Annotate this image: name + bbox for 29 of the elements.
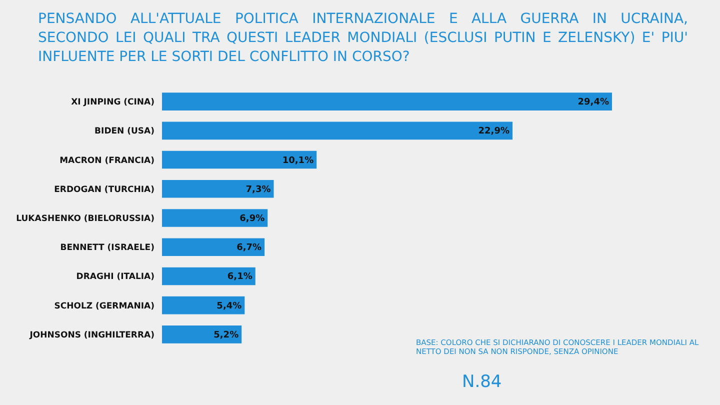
data-label: 5,2% <box>214 330 239 340</box>
bar <box>162 267 256 286</box>
y-tick-label: XI JINPING (CINA) <box>71 98 155 108</box>
y-tick-label: ERDOGAN (TURCHIA) <box>54 184 155 195</box>
data-label: 22,9% <box>478 126 510 137</box>
bar <box>162 238 265 256</box>
data-label: 10,1% <box>282 156 314 166</box>
y-tick-label: JOHNSONS (INGHILTERRA) <box>28 330 155 340</box>
data-label: 6,9% <box>240 214 265 224</box>
bar <box>162 296 245 314</box>
data-label: 5,4% <box>216 301 242 312</box>
bar <box>162 122 513 140</box>
chart-title: PENSANDO ALL'ATTUALE POLITICA INTERNAZIONALE E ALLA GUERRA IN UCRAINA, SECONDO LEI QUALI TRA QUESTI LEADER MONDIALI (ESCLUSI PUTIN E ZELENSKY) E' PIU' INFLUENTE PER LE SORTI DEL CONFLITTO IN CORSO? <box>38 10 688 67</box>
data-label: 6,1% <box>227 272 252 282</box>
y-tick-label: SCHOLZ (GERMANIA) <box>54 301 155 312</box>
y-tick-label: LUKASHENKO (BIELORUSSIA) <box>16 214 155 224</box>
y-tick-label: BENNETT (ISRAELE) <box>60 243 155 254</box>
y-tick-label: DRAGHI (ITALIA) <box>76 272 155 282</box>
bar <box>162 180 274 198</box>
text: N.84 <box>462 372 502 392</box>
bar <box>162 150 317 169</box>
bar <box>162 326 242 344</box>
y-tick-label: BIDEN (USA) <box>94 126 155 137</box>
bar <box>162 92 612 110</box>
data-label: 29,4% <box>578 98 609 108</box>
data-label: 6,7% <box>236 243 262 254</box>
data-label: 7,3% <box>246 184 271 195</box>
y-tick-label: MACRON (FRANCIA) <box>60 156 155 166</box>
bar <box>162 209 268 227</box>
